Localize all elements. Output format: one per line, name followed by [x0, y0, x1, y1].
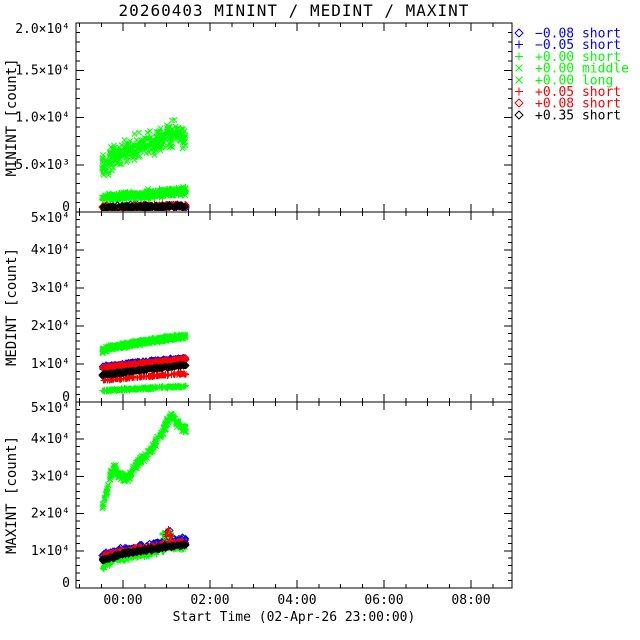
legend-item-label: +0.08 short	[535, 97, 621, 112]
y-tick-label: 0	[62, 390, 70, 405]
y-tick-label: 4×10⁴	[31, 432, 70, 447]
legend-item-label: +0.00 middle	[535, 62, 629, 77]
y-tick-label: 1.5×10⁴	[15, 63, 70, 78]
legend-item-label: +0.00 long	[535, 73, 613, 88]
x-axis-title: Start Time (02-Apr-26 23:00:00)	[173, 610, 416, 625]
y-tick-label: 0	[62, 200, 70, 215]
legend-item-label: +0.05 short	[535, 85, 621, 100]
legend-plus-icon	[515, 40, 523, 49]
y-tick-label: 5×10⁴	[31, 211, 70, 226]
legend-item-label: −0.05 short	[535, 38, 621, 53]
y-axis-title: MININT [count]	[4, 58, 20, 176]
y-axis-title: MAXINT [count]	[4, 436, 20, 554]
chart-title: 20260403 MININT / MEDINT / MAXINT	[119, 1, 470, 20]
legend-plus-icon	[515, 87, 523, 96]
legend-plus-icon	[515, 52, 523, 61]
x-tick-label: 04:00	[277, 593, 316, 608]
scatter-cluster--0-05-short	[162, 526, 175, 540]
legend-item-label: −0.08 short	[535, 27, 621, 42]
legend-item-label: +0.00 short	[535, 50, 621, 65]
x-tick-label: 06:00	[364, 593, 403, 608]
x-tick-label: 02:00	[190, 593, 229, 608]
y-tick-label: 2×10⁴	[31, 507, 70, 522]
legend: −0.08 short−0.05 short+0.00 short+0.00 m…	[514, 27, 629, 123]
panel-minint: 0 5.0×10³ 1.0×10⁴ 1.5×10⁴ 2.0×10⁴ MININT [cou…	[4, 22, 513, 215]
scatter-cluster--0-00-long	[99, 410, 189, 512]
scatter-cluster--0-05-short	[100, 370, 189, 384]
panel-medint: 0 1×10⁴ 2×10⁴ 3×10⁴ 4×10⁴ 5×10⁴ MEDINT [count]	[4, 211, 513, 405]
y-tick-label: 1.0×10⁴	[15, 111, 70, 126]
scatter-layer	[98, 410, 190, 573]
y-tick-label: 2×10⁴	[31, 319, 70, 334]
legend-diamond-icon	[514, 98, 524, 108]
scatter-cluster--0-00-middle	[99, 184, 189, 205]
x-tick-label: 00:00	[103, 593, 142, 608]
scatter-cluster--0-35-short	[99, 200, 190, 211]
panel-maxint: 0 1×10⁴ 2×10⁴ 3×10⁴ 4×10⁴ 5×10⁴ MAXINT [count]	[4, 401, 513, 591]
legend-item-label: +0.35 short	[535, 108, 621, 123]
y-axis-title: MEDINT [count]	[4, 248, 20, 366]
y-tick-label: 3×10⁴	[31, 281, 70, 296]
y-tick-label: 4×10⁴	[31, 243, 70, 258]
legend-diamond-icon	[514, 110, 524, 120]
axis-ticks	[76, 401, 512, 589]
legend-diamond-icon	[514, 28, 524, 38]
legend-x-icon	[515, 76, 523, 84]
y-tick-label: 3×10⁴	[31, 469, 70, 484]
scatter-cluster--0-00-long	[99, 331, 189, 354]
axis-ticks	[76, 22, 512, 213]
panel-frame	[75, 22, 513, 213]
y-tick-label: 1×10⁴	[31, 357, 70, 372]
y-tick-label: 5×10⁴	[31, 401, 70, 416]
scatter-cluster--0-00-long	[99, 117, 189, 178]
scatter-cluster--0-00-short	[99, 382, 189, 395]
y-tick-label: 5.0×10³	[15, 158, 70, 173]
legend-x-icon	[515, 64, 523, 72]
scatter-cluster--0-35-short	[98, 361, 190, 380]
y-tick-label: 1×10⁴	[31, 544, 70, 559]
panel-frame	[75, 401, 513, 589]
x-tick-label: 08:00	[451, 593, 490, 608]
scatter-layer	[98, 331, 190, 395]
scatter-layer	[98, 117, 190, 211]
y-tick-label: 0	[62, 576, 70, 591]
scatter-cluster--0-35-short	[98, 540, 190, 565]
y-tick-label: 2.0×10⁴	[15, 22, 70, 37]
